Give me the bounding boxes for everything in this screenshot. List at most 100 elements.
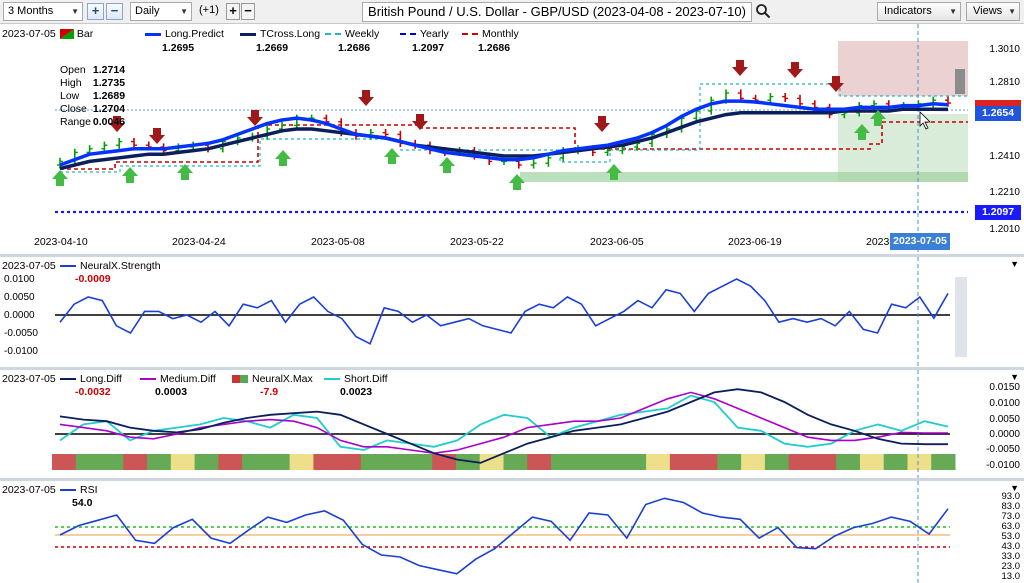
buy-arrow-icon: [439, 157, 455, 173]
rsi-tick: 83.0: [1001, 501, 1021, 512]
neuralx-max-cell: [669, 454, 695, 470]
tcross-long-swatch: [240, 32, 256, 36]
legend-long-predict: Long.Predict: [145, 28, 224, 40]
medium-diff-line: [59, 391, 948, 455]
offset-label: (+1): [199, 4, 219, 16]
neuralx-max-cell: [646, 454, 671, 470]
rsi-pane[interactable]: 2023-07-05 RSI 54.0 93.0 83.0 73.0 63.0 …: [0, 481, 1024, 583]
long-predict-value: 1.2695: [162, 42, 195, 54]
weekly-value: 1.2686: [338, 42, 371, 54]
neuralx-max-cell: [764, 454, 790, 470]
symbol-title[interactable]: British Pound / U.S. Dollar - GBP/USD (2…: [362, 2, 752, 22]
diff-chart[interactable]: [0, 370, 1024, 478]
range-label: Range: [60, 116, 91, 128]
strength-tick: -0.0100: [4, 346, 38, 357]
neuralx-max-cell: [527, 454, 552, 470]
chevron-down-icon: ▼: [180, 7, 188, 16]
low-label: Low: [60, 90, 80, 102]
high-label: High: [60, 77, 82, 89]
price-tick: 1.2810: [989, 77, 1020, 88]
indicators-button[interactable]: Indicators ▼: [877, 2, 961, 21]
neuralx-max-cell: [836, 454, 861, 470]
collapse-pane-icon[interactable]: ▼: [1010, 483, 1019, 493]
neuralx-max-cell: [52, 454, 77, 470]
views-label: Views: [973, 5, 1003, 17]
strength-chart[interactable]: [0, 257, 1024, 367]
strength-pane[interactable]: 2023-07-05 NeuralX.Strength -0.0009 0.01…: [0, 257, 1024, 367]
buy-arrow-icon: [177, 164, 193, 180]
short-diff-label: Short.Diff: [344, 373, 388, 385]
legend-monthly: Monthly: [462, 28, 519, 40]
diff-tick: -0.0100: [986, 460, 1020, 471]
short-diff-swatch: [324, 378, 340, 381]
search-icon[interactable]: [755, 3, 771, 19]
sell-arrow-icon: [149, 128, 165, 144]
neuralx-max-cell: [812, 454, 837, 470]
legend-weekly: Weekly: [325, 28, 379, 40]
rsi-label: RSI: [80, 484, 98, 496]
period-value: 3 Months: [8, 5, 54, 17]
open-value: 1.2714: [92, 64, 126, 76]
neuralx-max-cell: [242, 454, 267, 470]
pane-separator[interactable]: [0, 478, 1024, 481]
buy-arrow-icon: [870, 110, 886, 126]
zoom-out-button[interactable]: −: [106, 3, 123, 20]
rsi-tick: 13.0: [1001, 571, 1021, 582]
monthly-swatch: [462, 33, 478, 36]
period-select[interactable]: 3 Months ▼: [3, 2, 83, 21]
current-bar-marker: [955, 69, 965, 94]
rsi-chart[interactable]: [0, 481, 1024, 583]
neuralx-max-cell: [717, 454, 742, 470]
yearly-value: 1.2097: [412, 42, 445, 54]
buy-arrow-icon: [509, 174, 525, 190]
neuralx-max-cell: [337, 454, 362, 470]
neuralx-max-green-swatch: [240, 375, 248, 384]
legend-strength: NeuralX.Strength: [60, 260, 161, 272]
diff-pane[interactable]: 2023-07-05 Long.Diff Medium.Diff NeuralX…: [0, 370, 1024, 478]
sell-arrow-icon: [247, 110, 263, 126]
price-chart[interactable]: [0, 24, 1024, 254]
yearly-price-tag: 1.2097: [975, 205, 1021, 220]
collapse-pane-icon[interactable]: ▼: [1010, 372, 1019, 382]
weekly-swatch: [325, 33, 341, 36]
strength-tick: 0.0050: [4, 292, 35, 303]
buy-arrow-icon: [606, 164, 622, 180]
interval-select[interactable]: Daily ▼: [130, 2, 192, 21]
rsi-tick: 93.0: [1001, 491, 1021, 502]
buy-arrow-icon: [854, 124, 870, 140]
legend-long-diff: Long.Diff: [60, 373, 122, 385]
open-label: Open: [60, 64, 86, 76]
medium-diff-value: 0.0003: [155, 386, 188, 398]
legend-short-diff: Short.Diff: [324, 373, 388, 385]
neuralx-max-cell: [75, 454, 101, 470]
close-label: Close: [60, 103, 87, 115]
x-tick: 2023-04-24: [172, 236, 226, 248]
long-diff-line: [59, 388, 948, 464]
neuralx-max-cell: [907, 454, 932, 470]
offset-minus-button[interactable]: −: [241, 3, 255, 20]
scroll-marker: [955, 277, 967, 357]
price-tick: 1.3010: [989, 44, 1020, 55]
rsi-tick: 63.0: [1001, 521, 1021, 532]
collapse-pane-icon[interactable]: ▼: [1010, 259, 1019, 269]
low-value: 1.2689: [92, 90, 126, 102]
views-button[interactable]: Views ▼: [966, 2, 1020, 21]
neuralx-max-cell: [479, 454, 504, 470]
price-pane[interactable]: 2023-07-05 Bar Long.Predict TCross.Long …: [0, 24, 1024, 254]
pane-separator[interactable]: [0, 254, 1024, 257]
support-zone: [838, 114, 968, 182]
rsi-line: [59, 497, 949, 575]
neuralx-max-cell: [931, 454, 956, 470]
pane-separator[interactable]: [0, 367, 1024, 370]
chevron-down-icon: ▼: [949, 7, 957, 16]
diff-date: 2023-07-05: [2, 373, 56, 385]
neuralx-max-cell: [170, 454, 196, 470]
zoom-in-button[interactable]: +: [87, 3, 104, 20]
crosshair-date-tag: 2023-07-05: [890, 233, 950, 250]
long-predict-line: [59, 99, 949, 167]
strength-line: [59, 278, 949, 345]
long-predict-swatch: [145, 32, 161, 36]
offset-plus-button[interactable]: +: [226, 3, 240, 20]
chevron-down-icon: ▼: [1008, 7, 1016, 16]
price-tick: 1.2210: [989, 187, 1020, 198]
